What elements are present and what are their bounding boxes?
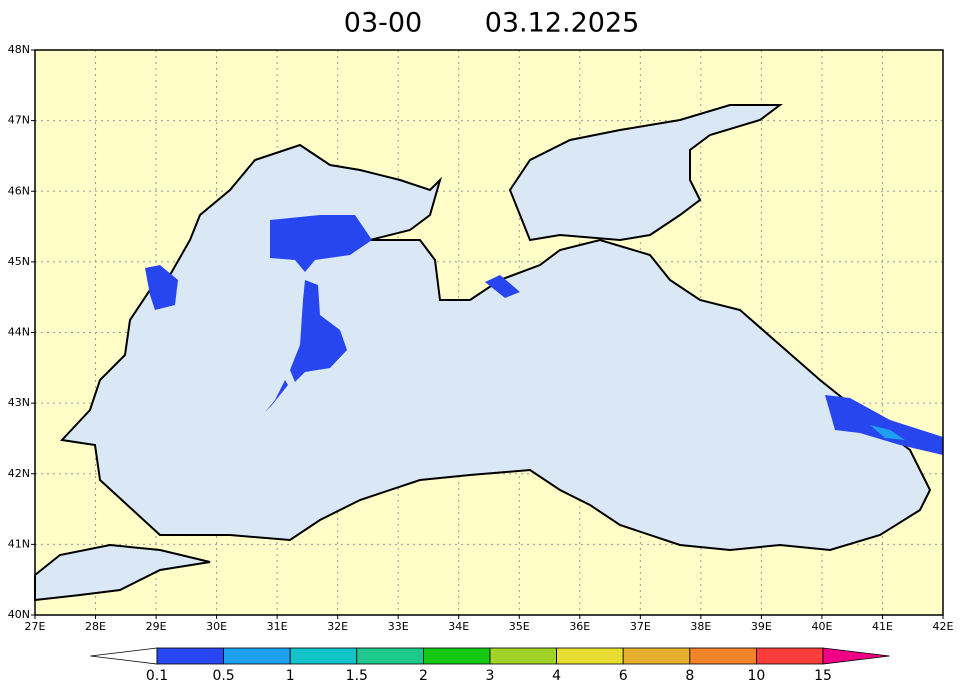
colorbar-segment bbox=[622, 647, 691, 665]
title-date: 03.12.2025 bbox=[485, 8, 640, 39]
colorbar-label: 0.1 bbox=[146, 668, 168, 684]
colorbar-label: 4 bbox=[552, 668, 561, 684]
colorbar-segment bbox=[556, 647, 624, 665]
precip-area bbox=[145, 265, 178, 310]
lat-tick-label: 46N bbox=[8, 184, 30, 197]
title-time: 03-00 bbox=[344, 8, 422, 39]
lon-tick-label: 37E bbox=[630, 620, 651, 633]
precip-area-light bbox=[870, 425, 905, 440]
lat-tick-label: 40N bbox=[8, 608, 30, 621]
lon-tick-label: 34E bbox=[448, 620, 469, 633]
lon-tick-label: 32E bbox=[327, 620, 348, 633]
colorbar-label: 3 bbox=[486, 668, 495, 684]
lat-tick-label: 45N bbox=[8, 255, 30, 268]
lon-tick-label: 36E bbox=[569, 620, 590, 633]
lat-tick-label: 47N bbox=[8, 114, 30, 127]
colorbar-segment bbox=[289, 647, 358, 665]
lat-tick-label: 41N bbox=[8, 537, 30, 550]
lon-tick-label: 29E bbox=[146, 620, 167, 633]
lon-tick-label: 28E bbox=[85, 620, 106, 633]
sea-of-marmara bbox=[34, 543, 211, 602]
colorbar-segment bbox=[489, 647, 557, 665]
lon-tick-label: 38E bbox=[690, 620, 711, 633]
lon-tick-label: 31E bbox=[267, 620, 288, 633]
colorbar-segment bbox=[422, 647, 491, 665]
colorbar-segment bbox=[156, 647, 224, 665]
colorbar-over bbox=[822, 647, 890, 665]
colorbar-segment bbox=[756, 647, 824, 665]
colorbar-label: 2 bbox=[419, 668, 428, 684]
lon-tick-label: 39E bbox=[751, 620, 772, 633]
lon-tick-label: 35E bbox=[509, 620, 530, 633]
precip-area bbox=[265, 380, 288, 412]
colorbar-label: 15 bbox=[814, 668, 832, 684]
colorbar-label: 1 bbox=[286, 668, 295, 684]
precip-area bbox=[290, 280, 347, 382]
lon-tick-label: 33E bbox=[388, 620, 409, 633]
sea-of-azov bbox=[508, 104, 783, 242]
map bbox=[34, 49, 944, 616]
lat-tick-label: 48N bbox=[8, 43, 30, 56]
colorbar-label: 6 bbox=[619, 668, 628, 684]
precip-area bbox=[825, 395, 943, 455]
colorbar-label: 1.5 bbox=[346, 668, 368, 684]
precip-area bbox=[485, 275, 520, 298]
colorbar: 0.1 0.5 1 1.5 2 3 4 6 8 10 15 bbox=[90, 647, 890, 684]
lat-tick-label: 42N bbox=[8, 467, 30, 480]
lon-tick-label: 42E bbox=[933, 620, 954, 633]
colorbar-label: 10 bbox=[747, 668, 765, 684]
lon-tick-label: 30E bbox=[206, 620, 227, 633]
colorbar-segment bbox=[689, 647, 757, 665]
lon-tick-label: 27E bbox=[25, 620, 46, 633]
lon-tick-label: 41E bbox=[872, 620, 893, 633]
precip-area bbox=[270, 215, 372, 272]
lat-tick-label: 43N bbox=[8, 396, 30, 409]
precip-areas bbox=[145, 215, 943, 455]
lon-tick-label: 40E bbox=[811, 620, 832, 633]
colorbar-segment bbox=[223, 647, 291, 665]
colorbar-segment bbox=[356, 647, 424, 665]
colorbar-label: 0.5 bbox=[212, 668, 234, 684]
colorbar-label: 8 bbox=[685, 668, 694, 684]
lat-tick-label: 44N bbox=[8, 326, 30, 339]
